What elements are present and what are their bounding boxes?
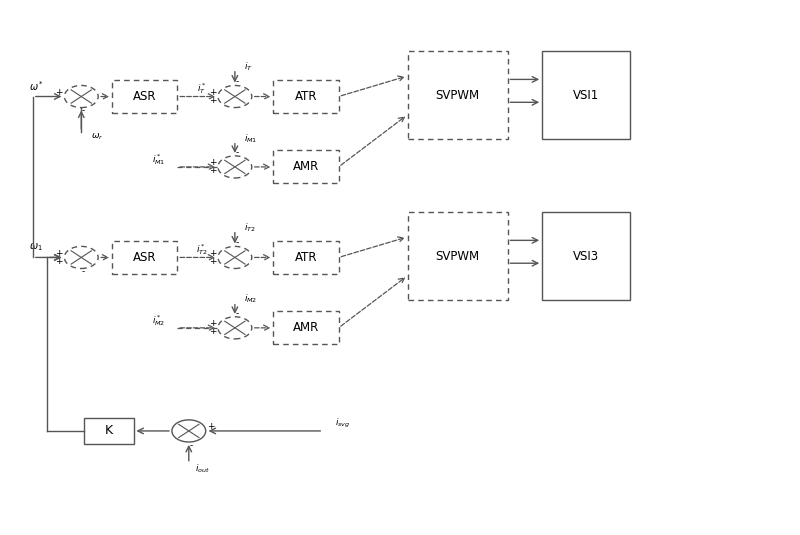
Text: $i_{M2}$: $i_{M2}$ (244, 293, 258, 305)
Text: -: - (82, 106, 86, 116)
Text: +: + (209, 319, 216, 328)
Text: -: - (235, 309, 239, 318)
Text: -: - (235, 78, 239, 87)
Text: -: - (190, 441, 193, 450)
Text: $i_T^*$: $i_T^*$ (197, 81, 206, 96)
Text: +: + (209, 166, 216, 175)
Text: -: - (82, 268, 86, 277)
Text: VSI3: VSI3 (573, 250, 599, 263)
Text: ASR: ASR (133, 251, 156, 264)
Text: SVPWM: SVPWM (435, 250, 480, 263)
Text: $i_{out}$: $i_{out}$ (195, 462, 210, 475)
Text: +: + (209, 88, 216, 97)
Text: $i_{M1}$: $i_{M1}$ (244, 132, 258, 144)
Text: $\omega^*$: $\omega^*$ (29, 80, 44, 93)
Bar (542, 212, 630, 300)
Text: +: + (209, 96, 216, 105)
Bar (274, 311, 338, 344)
Text: $i_{svg}$: $i_{svg}$ (334, 417, 350, 430)
Bar (408, 51, 507, 139)
Text: +: + (55, 249, 62, 258)
Text: AMR: AMR (293, 160, 319, 173)
Text: ATR: ATR (294, 90, 317, 103)
Text: ASR: ASR (133, 90, 156, 103)
Text: -: - (235, 239, 239, 247)
Text: +: + (209, 257, 216, 266)
Text: +: + (55, 257, 62, 266)
Text: SVPWM: SVPWM (435, 89, 480, 102)
Text: +: + (209, 249, 216, 258)
Text: $i_{T2}$: $i_{T2}$ (244, 221, 256, 233)
Bar (274, 80, 338, 112)
Text: $i_{T2}^*$: $i_{T2}^*$ (195, 242, 207, 257)
Bar (112, 80, 178, 112)
Bar (408, 212, 507, 300)
Text: -: - (235, 148, 239, 157)
Text: VSI1: VSI1 (573, 89, 599, 102)
Text: $i_T$: $i_T$ (244, 60, 253, 73)
Text: +: + (207, 423, 215, 431)
Text: $i_{M1}^*$: $i_{M1}^*$ (152, 152, 166, 167)
Text: +: + (55, 88, 62, 97)
Bar (542, 51, 630, 139)
Bar (112, 241, 178, 273)
Text: +: + (209, 158, 216, 167)
Text: AMR: AMR (293, 321, 319, 334)
Text: K: K (105, 424, 113, 438)
Text: $\omega_1$: $\omega_1$ (29, 241, 43, 253)
Bar (274, 241, 338, 273)
Text: +: + (209, 327, 216, 337)
Text: $\omega_r$: $\omega_r$ (91, 132, 104, 142)
Bar (83, 418, 134, 444)
Text: $i_{M2}^*$: $i_{M2}^*$ (153, 313, 166, 328)
Bar (274, 150, 338, 183)
Text: ATR: ATR (294, 251, 317, 264)
